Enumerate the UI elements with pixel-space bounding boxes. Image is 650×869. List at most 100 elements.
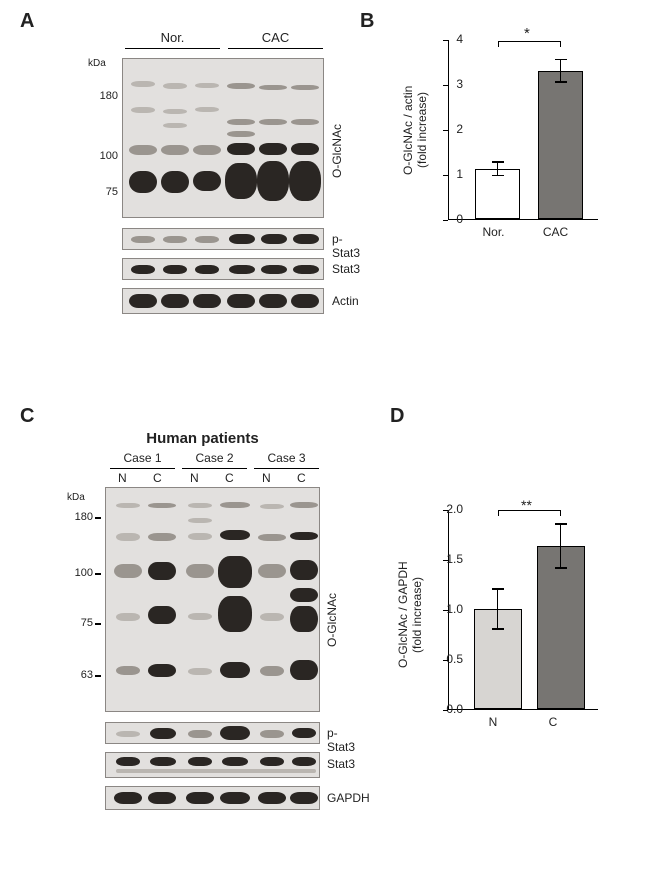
sigstar-b: * [524, 25, 530, 42]
ylabel-b: O-GlcNAc / actin (fold increase) [401, 65, 429, 195]
bar-d-1 [537, 546, 585, 709]
errcap-d-0-0 [492, 588, 504, 590]
errbar-b-0 [497, 162, 499, 176]
group-nor-label: Nor. [125, 30, 220, 45]
case3-label: Case 3 [254, 451, 319, 465]
ytickline-b [443, 40, 448, 41]
ytick-b: 3 [456, 77, 463, 91]
ytick-d: 1.0 [446, 602, 463, 616]
oglcnac-blot-a [122, 58, 324, 218]
ylabel-d-line1: O-GlcNAc / GAPDH [396, 562, 410, 669]
errcap-b-0-1 [492, 175, 504, 177]
case2-underline [182, 468, 247, 469]
chart-b-axes: * [448, 40, 598, 220]
nc-c2: C [225, 471, 234, 485]
panel-b-label: B [360, 10, 374, 33]
panel-d-label: D [390, 405, 404, 428]
errcap-b-0-0 [492, 161, 504, 163]
mw-180: 180 [88, 90, 118, 102]
errcap-d-1-0 [555, 523, 567, 525]
nc-n3: N [262, 471, 271, 485]
ylabel-b-line2: (fold increase) [415, 92, 429, 168]
panel-a-label: A [20, 10, 34, 33]
ytickline-d [443, 510, 448, 511]
mw-100: 100 [88, 150, 118, 162]
ylabel-b-line1: O-GlcNAc / actin [401, 85, 415, 174]
errcap-d-0-1 [492, 628, 504, 630]
ytick-b: 2 [456, 122, 463, 136]
pstat3-side-label-c: p-Stat3 [327, 726, 355, 754]
oglcnac-blot-c [105, 487, 320, 712]
actin-side-label-a: Actin [332, 294, 359, 308]
ytickline-d [443, 710, 448, 711]
bar-b-0 [475, 169, 520, 219]
errbar-d-0 [497, 589, 499, 629]
ytickline-b [443, 130, 448, 131]
case3-underline [254, 468, 319, 469]
stat3-side-label-a: Stat3 [332, 262, 360, 276]
mwdash-75 [95, 623, 101, 625]
ytick-b: 1 [456, 167, 463, 181]
case1-label: Case 1 [110, 451, 175, 465]
mw-c-63: 63 [63, 669, 93, 681]
errbar-b-1 [560, 59, 562, 82]
ytickline-d [443, 610, 448, 611]
panel-d-chart: ** 0.0 0.5 1.0 1.5 2.0 N C O-GlcNAc / GAPDH … [398, 500, 618, 760]
bar-b-1 [538, 71, 583, 220]
actin-blot-a [122, 288, 324, 314]
panel-a-blots: Nor. CAC kDa 180 100 75 [70, 30, 330, 314]
gapdh-side-label-c: GAPDH [327, 791, 370, 805]
group-nor-underline [125, 48, 220, 49]
stat3-blot-a [122, 258, 324, 280]
errcap-b-1-1 [555, 81, 567, 83]
ytick-d: 2.0 [446, 502, 463, 516]
case1-underline [110, 468, 175, 469]
sigstar-d: ** [521, 497, 532, 513]
ytickline-d [443, 660, 448, 661]
panel-c-blots: Human patients Case 1 Case 2 Case 3 N C … [55, 430, 335, 810]
ylabel-d-line2: (fold increase) [410, 577, 424, 653]
mw-75: 75 [88, 186, 118, 198]
xlabel-nor: Nor. [466, 225, 521, 239]
xlabel-c: C [533, 715, 573, 729]
group-cac-underline [228, 48, 323, 49]
pstat3-blot-a [122, 228, 324, 250]
nc-c1: C [153, 471, 162, 485]
xlabel-n: N [473, 715, 513, 729]
nc-labels: N C N C N C [55, 471, 335, 487]
nc-n2: N [190, 471, 199, 485]
ytick-d: 1.5 [446, 552, 463, 566]
ytickline-b [443, 220, 448, 221]
panel-c-title: Human patients [95, 430, 310, 447]
errcap-b-1-0 [555, 59, 567, 61]
ytick-d: 0.5 [446, 652, 463, 666]
ytick-b: 4 [456, 32, 463, 46]
pstat3-side-label-a: p-Stat3 [332, 232, 360, 260]
ytickline-b [443, 85, 448, 86]
stat3-blot-c [105, 752, 320, 778]
ytickline-b [443, 175, 448, 176]
mw-c-75: 75 [63, 617, 93, 629]
ytick-d: 0.0 [446, 702, 463, 716]
mwdash-180 [95, 517, 101, 519]
errcap-d-1-1 [555, 567, 567, 569]
mw-c-100: 100 [63, 567, 93, 579]
panel-b-chart: * 0 1 2 3 4 Nor. CAC O-GlcNAc / actin (fold … [398, 30, 618, 260]
chart-d-axes: ** [448, 510, 598, 710]
panel-c-label: C [20, 405, 34, 428]
oglcnac-side-label-a: O-GlcNAc [330, 108, 344, 178]
mwdash-100 [95, 573, 101, 575]
xlabel-cac: CAC [528, 225, 583, 239]
pstat3-blot-c [105, 722, 320, 744]
mwdash-63 [95, 675, 101, 677]
gapdh-blot-c [105, 786, 320, 810]
ytick-b: 0 [456, 212, 463, 226]
group-cac-label: CAC [228, 30, 323, 45]
nc-n1: N [118, 471, 127, 485]
ytickline-d [443, 560, 448, 561]
case2-label: Case 2 [182, 451, 247, 465]
errbar-d-1 [560, 524, 562, 568]
mw-c-180: 180 [63, 511, 93, 523]
oglcnac-side-label-c: O-GlcNAc [325, 567, 339, 647]
ylabel-d: O-GlcNAc / GAPDH (fold increase) [396, 540, 424, 690]
